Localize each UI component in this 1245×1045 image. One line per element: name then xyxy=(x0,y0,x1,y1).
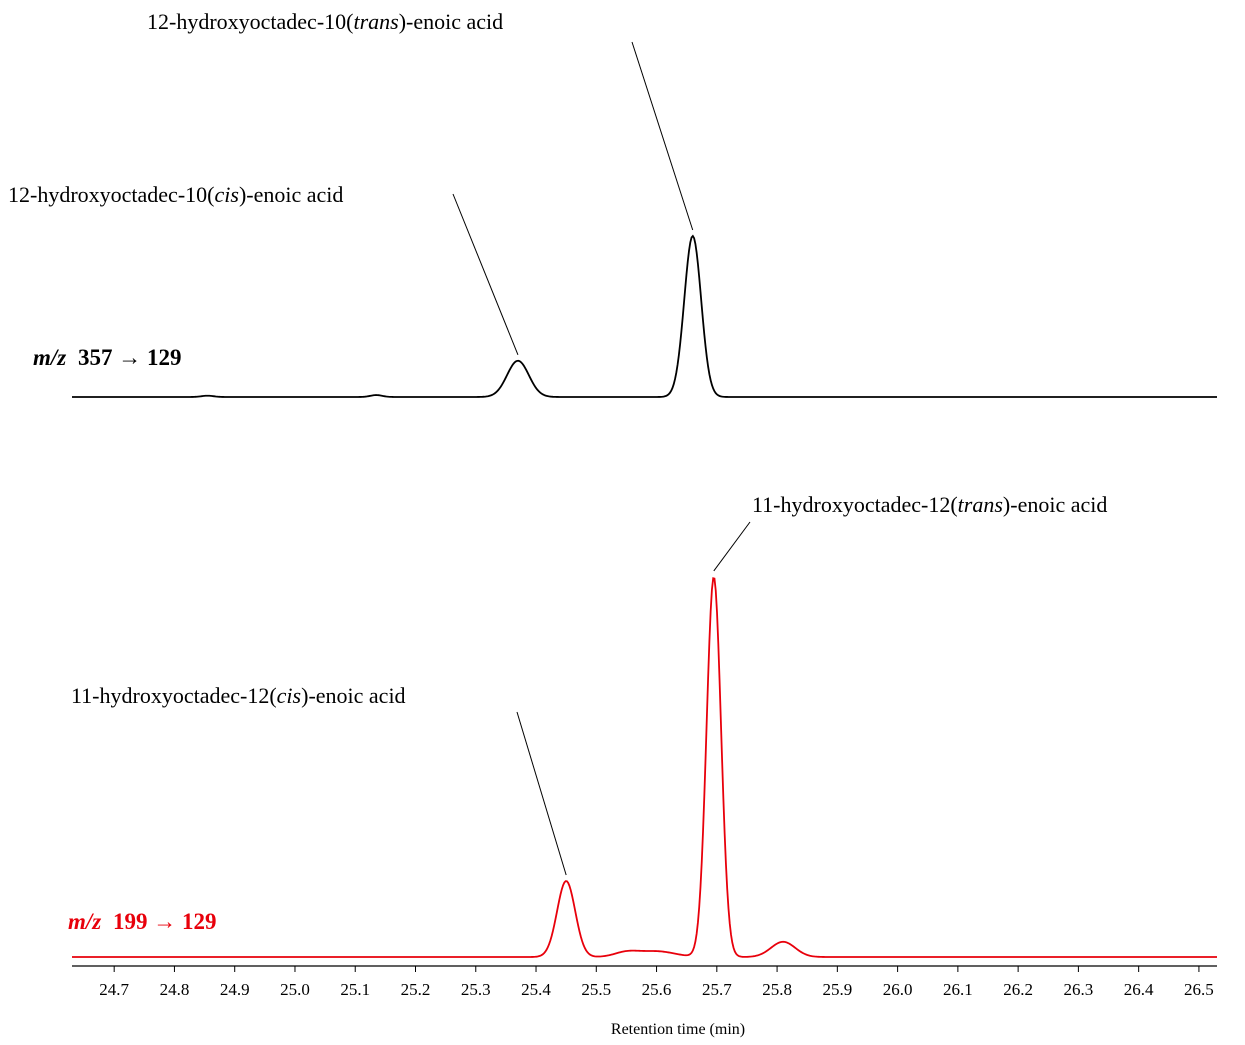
x-axis-ticks: 24.7 24.8 24.9 25.0 25.1 25.2 25.3 25.4 25.5 25.6… xyxy=(99,966,1214,999)
x-tick-label: 26.4 xyxy=(1124,980,1154,999)
annotation-trans-12: 12-hydroxyoctadec-10(trans)-enoic acid xyxy=(147,9,503,34)
trace-label-357-129: m/z 357 → 129 xyxy=(33,345,181,370)
x-tick-label: 25.9 xyxy=(822,980,852,999)
x-tick-label: 25.3 xyxy=(461,980,491,999)
annotation-trans-11: 11-hydroxyoctadec-12(trans)-enoic acid xyxy=(752,492,1107,517)
x-tick-label: 25.2 xyxy=(401,980,431,999)
x-tick-label: 26.2 xyxy=(1003,980,1033,999)
x-tick-label: 25.6 xyxy=(642,980,672,999)
x-tick-label: 26.3 xyxy=(1064,980,1094,999)
leader-line-cis-11 xyxy=(516,711,567,876)
leader-line-trans-12 xyxy=(631,41,694,231)
x-tick-label: 26.5 xyxy=(1184,980,1214,999)
trace-label-199-129: m/z 199 → 129 xyxy=(68,909,216,934)
x-tick-label: 25.5 xyxy=(581,980,611,999)
x-tick-label: 24.9 xyxy=(220,980,250,999)
trace-top: m/z 357 → 129 12-hydroxyoctadec-10(cis)-… xyxy=(8,9,1217,398)
leader-line-cis-12 xyxy=(452,193,519,355)
x-tick-label: 25.8 xyxy=(762,980,792,999)
x-tick-label: 26.1 xyxy=(943,980,973,999)
x-tick-label: 24.7 xyxy=(99,980,129,999)
x-tick-label: 24.8 xyxy=(160,980,190,999)
annotation-cis-11: 11-hydroxyoctadec-12(cis)-enoic acid xyxy=(71,683,406,708)
trace-line-199-129 xyxy=(72,577,1217,958)
x-tick-label: 25.4 xyxy=(521,980,551,999)
x-tick-label: 25.7 xyxy=(702,980,732,999)
annotation-cis-12: 12-hydroxyoctadec-10(cis)-enoic acid xyxy=(8,182,343,207)
trace-line-357-129 xyxy=(72,234,1217,398)
x-axis-label: Retention time (min) xyxy=(611,1021,745,1038)
x-tick-label: 25.1 xyxy=(340,980,370,999)
leader-line-trans-11 xyxy=(713,521,751,572)
x-tick-label: 26.0 xyxy=(883,980,913,999)
trace-bottom: m/z 199 → 129 11-hydroxyoctadec-12(cis)-… xyxy=(68,492,1217,958)
x-tick-label: 25.0 xyxy=(280,980,310,999)
